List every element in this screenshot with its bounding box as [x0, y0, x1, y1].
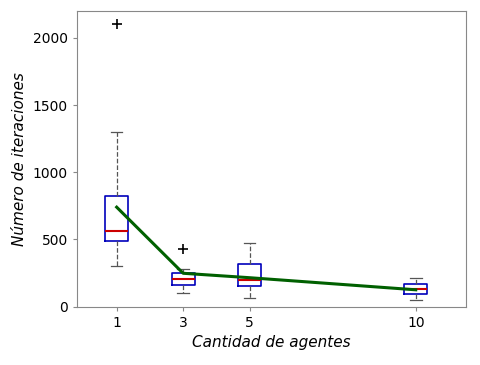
- Y-axis label: Número de iteraciones: Número de iteraciones: [12, 72, 27, 246]
- X-axis label: Cantidad de agentes: Cantidad de agentes: [192, 335, 350, 350]
